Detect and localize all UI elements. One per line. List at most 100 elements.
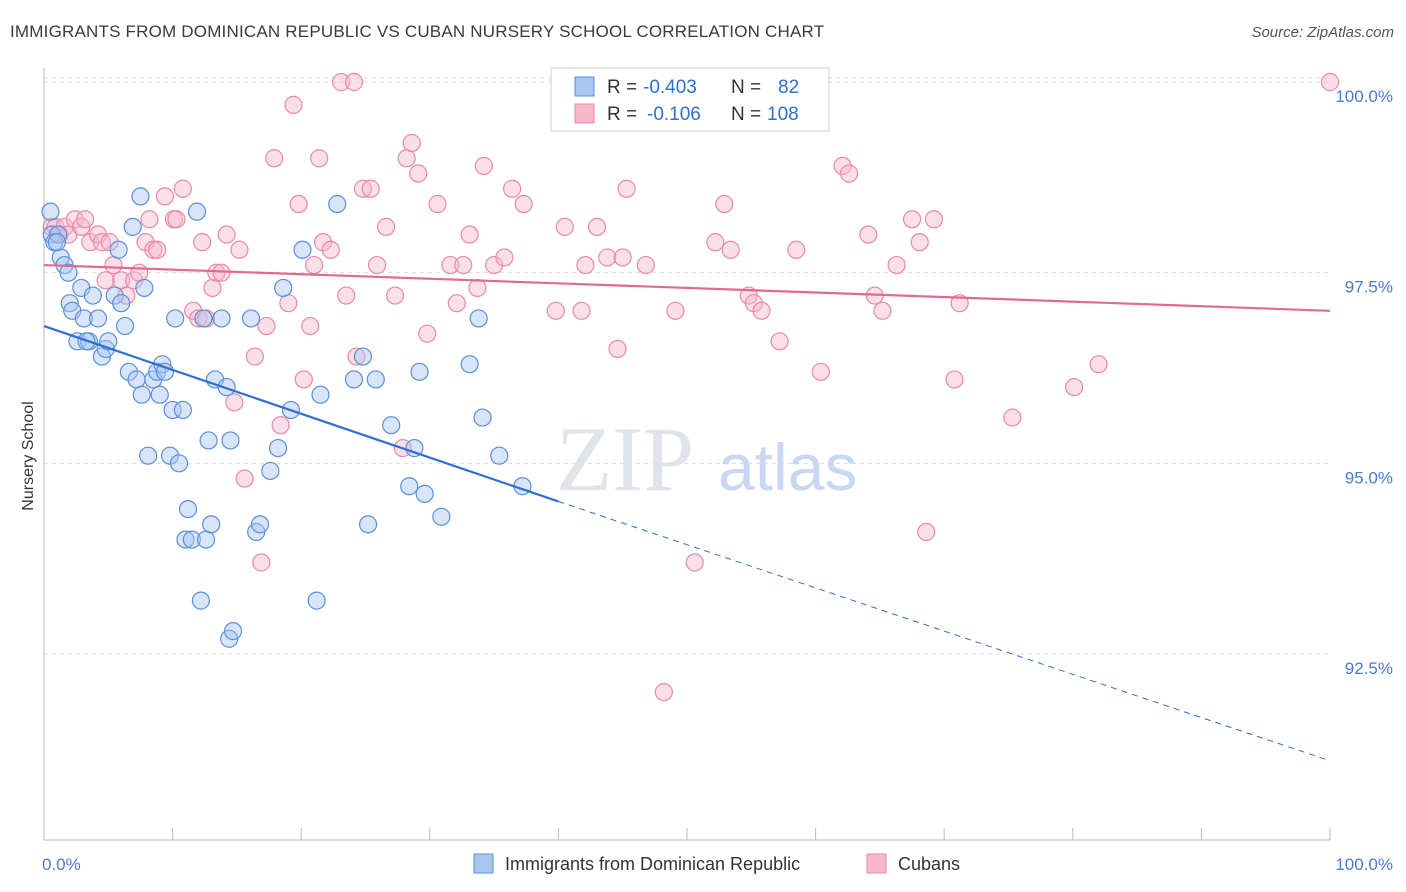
cubans-point [503,179,522,198]
dominican-point [166,309,185,328]
dominican-point [88,309,108,328]
dominican-point [127,370,146,389]
bottom-legend: Immigrants from Dominican Republic Cuban… [473,853,960,874]
dominican-point [74,309,93,328]
cubans-point [1003,408,1022,427]
dominican-point [400,477,419,496]
x-tick-label-max: 100.0% [1335,855,1393,874]
y-tick-label-2: 97.5% [1345,278,1393,297]
dominican-point [49,225,68,244]
cubans-point [193,233,212,252]
dominican-point [241,309,261,328]
cubans-point [252,553,271,572]
cubans-point [353,179,373,198]
dominican-point [490,446,509,465]
bottom-legend-label-cubans: Cubans [898,854,960,874]
cubans-point [572,301,591,320]
cubans-point [284,95,303,114]
dominican-point [293,240,312,259]
dominican-point [202,515,221,534]
cubans-point [189,309,208,328]
dominican-point [344,370,364,389]
cubans-point [376,217,396,237]
dominican-point [187,202,207,221]
cubans-point [104,255,123,275]
cubans-point [230,240,249,259]
cubans-point [289,194,308,214]
dominican-point [115,316,135,336]
cubans-point [468,278,487,298]
cubans-point [331,72,351,92]
legend-r-label-2: R = [607,104,637,125]
legend-r-value-1: -0.403 [643,77,697,98]
cubans-point [902,210,922,229]
cubans-point [207,263,226,282]
cubans-point [654,683,673,702]
cubans-point [546,301,565,320]
dominican-point [109,240,128,259]
cubans-point [347,347,366,366]
cubans-point [217,225,236,244]
dominican-point [311,385,330,404]
cubans-point [144,240,163,259]
dominican-point [307,591,326,610]
dominican-point [410,362,429,381]
cubans-point [608,339,627,359]
legend-swatch-pink [574,103,595,124]
cubans-point [367,255,387,275]
dominican-point [268,438,288,458]
source-label: Source: ZipAtlas.com [1251,24,1394,41]
cubans-point [924,210,944,229]
cubans-point [235,469,254,488]
cubans-point [706,233,725,252]
series-cubans [42,72,1340,702]
y-axis-title: Nursery School [20,401,37,510]
dominican-point [432,507,451,526]
cubans-point [833,156,852,175]
dominican-point [366,370,385,389]
dominican-point [415,484,434,503]
dominican-point [194,309,213,328]
cubans-point [65,210,84,229]
cubans-point [460,225,479,244]
cubans-point [361,179,380,198]
legend-n-label-1: N = [731,77,761,98]
cubans-point [950,294,969,313]
cubans-point [203,278,222,298]
cubans-point [787,240,806,259]
legend-r-label-1: R = [607,77,637,98]
dominican-point [353,347,373,366]
dominican-point [274,278,293,298]
cubans-point [685,553,704,572]
legend-n-value-1: 82 [778,77,799,98]
watermark-zip: ZIP [556,408,694,510]
cubans-point [514,194,533,214]
dominican-point [163,400,182,420]
cubans-trend-line [43,263,1331,312]
cubans-point [485,255,504,275]
dominican-point [191,591,210,610]
cubans-point [294,370,313,389]
dominican-point [261,461,280,481]
tick-labels: 92.5% 95.0% 97.5% 100.0% 0.0% 100.0% [42,87,1393,874]
chart-title: IMMIGRANTS FROM DOMINICAN REPUBLIC VS CU… [10,22,825,41]
dominican-point [217,377,236,397]
dominican-point [59,263,78,282]
dominican-point [123,217,142,237]
bottom-legend-swatch-pink [866,853,887,874]
cubans-point [265,149,284,168]
cubans-point [76,210,95,229]
cubans-point [344,72,364,92]
dominican-point [358,515,378,534]
dominican-point [199,431,218,450]
dominican-point [119,362,138,381]
cubans-point [313,233,333,252]
dominican-point [169,454,189,473]
watermark: ZIP atlas [556,408,857,510]
watermark-atlas: atlas [718,430,857,504]
bottom-legend-swatch-blue [473,853,494,874]
legend-r-value-2: -0.106 [647,104,701,125]
cubans-point [617,179,636,198]
cubans-point [1064,377,1084,397]
